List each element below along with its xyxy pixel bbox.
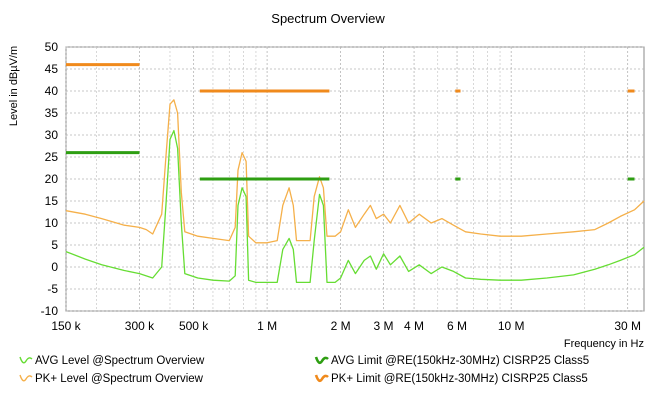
grid (65, 46, 645, 312)
x-axis-label: Frequency in Hz (564, 338, 644, 350)
x-tick-label: 300 k (125, 319, 155, 333)
legend-item-pk-limit: PK+ Limit @RE(150kHz-30MHz) CISRP25 Clas… (314, 373, 588, 385)
y-tick-label: 25 (45, 150, 59, 164)
y-tick-label: 40 (45, 84, 59, 98)
pk-limit-legend-swatch (314, 374, 329, 383)
x-tick-label: 30 M (614, 319, 641, 333)
y-tick-label: -10 (41, 304, 59, 318)
x-tick-label: 6 M (447, 319, 467, 333)
x-tick-label: 10 M (498, 319, 525, 333)
avg-level-trace (65, 129, 645, 284)
y-tick-label: 30 (45, 128, 59, 142)
axes: -10 -5 0 5 10 15 20 25 30 35 40 45 50 150 k 300 k 500 k… (41, 40, 641, 333)
y-tick-label: 10 (45, 216, 59, 230)
x-tick-label: 1 M (257, 319, 277, 333)
legend-label: PK+ Level @Spectrum Overview (35, 373, 204, 385)
chart-title: Spectrum Overview (271, 11, 385, 26)
y-tick-label: 45 (45, 62, 59, 76)
x-tick-label: 3 M (374, 319, 394, 333)
avg-limit-legend-swatch (314, 356, 329, 365)
plot-area (65, 63, 645, 284)
y-axis-label: Level in dBµV/m (8, 46, 20, 126)
pk-level-legend-swatch (19, 374, 33, 382)
y-tick-label: 15 (45, 194, 59, 208)
y-tick-label: 5 (51, 238, 58, 252)
legend-item-avg-limit: AVG Limit @RE(150kHz-30MHz) CISRP25 Clas… (314, 355, 589, 367)
legend: AVG Level @Spectrum Overview PK+ Level @S… (19, 355, 589, 385)
y-tick-label: 50 (45, 40, 59, 54)
x-tick-label: 150 k (51, 319, 81, 333)
x-tick-label: 500 k (179, 319, 209, 333)
y-tick-label: -5 (47, 282, 58, 296)
legend-item-avg-level: AVG Level @Spectrum Overview (19, 355, 205, 367)
legend-label: PK+ Limit @RE(150kHz-30MHz) CISRP25 Clas… (331, 373, 588, 385)
y-tick-label: 0 (51, 260, 58, 274)
pk-level-trace (65, 99, 645, 244)
avg-level-legend-swatch (19, 356, 33, 364)
x-tick-label: 2 M (331, 319, 351, 333)
y-tick-label: 35 (45, 106, 59, 120)
x-tick-label: 4 M (404, 319, 424, 333)
y-tick-label: 20 (45, 172, 59, 186)
legend-label: AVG Limit @RE(150kHz-30MHz) CISRP25 Clas… (331, 355, 589, 367)
legend-item-pk-level: PK+ Level @Spectrum Overview (19, 373, 204, 385)
legend-label: AVG Level @Spectrum Overview (35, 355, 205, 367)
